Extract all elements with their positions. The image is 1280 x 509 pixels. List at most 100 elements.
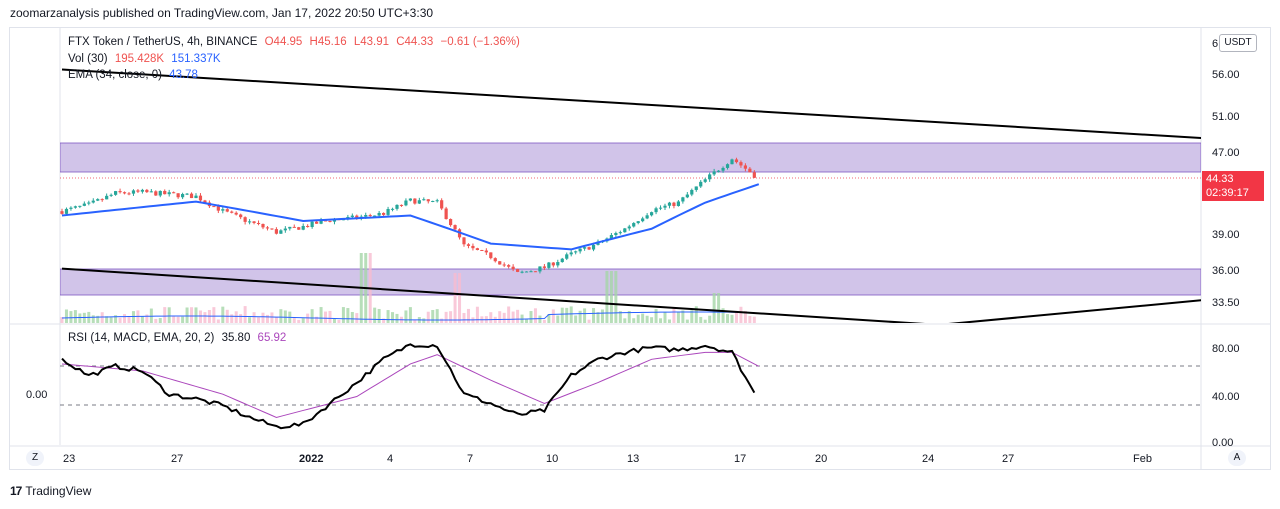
volume-bar bbox=[64, 309, 68, 323]
trendlines bbox=[61, 68, 1214, 338]
candle-body bbox=[225, 209, 229, 212]
candle-body bbox=[198, 195, 203, 201]
candle-body bbox=[748, 168, 752, 173]
candle-body bbox=[502, 264, 506, 266]
legend-symbol[interactable]: FTX Token / TetherUS, 4h, BINANCE bbox=[68, 36, 258, 48]
candle-body bbox=[511, 266, 515, 270]
legend-high: H45.16 bbox=[309, 36, 347, 48]
candle-body bbox=[690, 189, 694, 195]
volume-bar bbox=[462, 312, 466, 323]
volume-bar bbox=[525, 318, 529, 323]
main-pane bbox=[60, 68, 1214, 338]
publish-header: zoomarzanalysis published on TradingView… bbox=[10, 6, 434, 20]
candle-body bbox=[730, 159, 734, 165]
trendline[interactable] bbox=[61, 267, 1134, 338]
candle-body bbox=[609, 235, 613, 239]
candle-body bbox=[390, 208, 395, 210]
volume-bar bbox=[529, 311, 533, 323]
candle-body bbox=[529, 271, 533, 273]
volume-bar bbox=[498, 311, 502, 323]
candle-body bbox=[440, 200, 444, 209]
candle-body bbox=[279, 230, 283, 234]
volume-bar bbox=[663, 311, 667, 323]
volume-bar bbox=[413, 319, 417, 323]
volume-bar bbox=[681, 310, 685, 323]
volume-bar bbox=[78, 313, 82, 323]
volume-bar bbox=[332, 318, 336, 323]
candle-body bbox=[60, 211, 64, 214]
candle-body bbox=[658, 207, 663, 209]
candle-body bbox=[533, 271, 538, 273]
time-tick: 20 bbox=[815, 453, 828, 465]
volume-bar bbox=[636, 314, 640, 323]
tradingview-footer[interactable]: 17 TradingView bbox=[10, 484, 91, 498]
volume-bar bbox=[341, 307, 345, 323]
zoom-button[interactable]: Z bbox=[26, 450, 44, 466]
volume-bar bbox=[431, 309, 435, 323]
volume-bar bbox=[551, 309, 555, 323]
time-tick-year: 2022 bbox=[299, 453, 324, 465]
volume-bar bbox=[556, 315, 560, 323]
legend-volume-label[interactable]: Vol (30) bbox=[68, 53, 108, 65]
price-tick: 36.00 bbox=[1212, 265, 1240, 277]
volume-bar bbox=[600, 309, 604, 323]
volume-bar bbox=[676, 312, 680, 323]
legend-volume-ma-value: 151.337K bbox=[171, 53, 221, 65]
auto-scale-button[interactable]: A bbox=[1228, 450, 1246, 466]
volume-ma-line bbox=[61, 311, 755, 321]
time-tick: 23 bbox=[63, 453, 76, 465]
candle-body bbox=[650, 212, 654, 216]
volume-bar bbox=[475, 306, 479, 323]
candle-body bbox=[91, 200, 95, 203]
candle-body bbox=[216, 206, 220, 211]
volume-bar bbox=[270, 312, 274, 323]
price-tick: 39.00 bbox=[1212, 229, 1240, 241]
candle-body bbox=[122, 192, 127, 194]
trendline[interactable] bbox=[61, 68, 1214, 140]
candle-body bbox=[78, 205, 82, 207]
volume-bar bbox=[449, 311, 453, 323]
candle-body bbox=[96, 199, 100, 201]
candle-body bbox=[516, 269, 520, 272]
candle-body bbox=[672, 202, 676, 207]
volume-bar bbox=[721, 308, 725, 323]
volume-bar bbox=[511, 311, 515, 323]
candle-body bbox=[270, 228, 274, 230]
volume-bar bbox=[694, 306, 698, 323]
volume-bar bbox=[489, 312, 493, 323]
volume-bar bbox=[123, 314, 127, 323]
trendline[interactable] bbox=[866, 299, 1214, 332]
candle-body bbox=[319, 220, 323, 224]
legend-ema-label[interactable]: EMA (34, close, 0) bbox=[68, 69, 162, 81]
volume-bar bbox=[685, 319, 689, 323]
candle-body bbox=[743, 165, 747, 169]
candle-body bbox=[708, 174, 712, 180]
volume-bar bbox=[350, 311, 354, 323]
candle-body bbox=[520, 271, 524, 273]
candle-body bbox=[350, 215, 354, 217]
volume-bar bbox=[337, 319, 341, 323]
candle-body bbox=[69, 207, 73, 209]
candle-body bbox=[315, 221, 319, 224]
volume-bar bbox=[212, 307, 216, 323]
volume-bar bbox=[690, 310, 694, 323]
price-tick: 47.00 bbox=[1212, 147, 1240, 159]
candle-body bbox=[261, 223, 265, 228]
currency-button[interactable]: USDT bbox=[1219, 34, 1257, 52]
tradingview-logo-icon: 17 bbox=[10, 484, 22, 498]
volume-bar bbox=[310, 309, 314, 323]
candle-body bbox=[542, 266, 546, 268]
candle-body bbox=[591, 244, 596, 250]
volume-bar bbox=[292, 318, 296, 323]
volume-bar bbox=[641, 313, 645, 323]
volume-bar bbox=[609, 271, 613, 323]
legend-volume-row: Vol (30) 195.428K 151.337K bbox=[68, 53, 225, 65]
candle-body bbox=[449, 219, 453, 226]
volume-bar bbox=[386, 310, 390, 323]
volume-bar bbox=[109, 317, 113, 323]
volume-bar bbox=[743, 310, 747, 323]
legend-rsi-label[interactable]: RSI (14, MACD, EMA, 20, 2) bbox=[68, 332, 215, 344]
rsi-tick: 80.00 bbox=[1212, 343, 1240, 355]
volume-bar bbox=[632, 318, 636, 323]
